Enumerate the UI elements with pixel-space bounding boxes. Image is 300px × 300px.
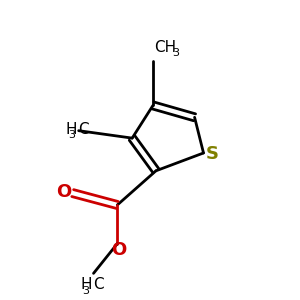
Text: C: C xyxy=(78,122,88,137)
Text: S: S xyxy=(206,146,219,164)
Text: 3: 3 xyxy=(68,130,75,140)
Text: 3: 3 xyxy=(172,48,179,58)
Text: CH: CH xyxy=(154,40,177,55)
Text: O: O xyxy=(56,183,71,201)
Text: O: O xyxy=(111,241,126,259)
Text: H: H xyxy=(80,277,92,292)
Text: H: H xyxy=(66,122,77,137)
Text: C: C xyxy=(93,277,103,292)
Text: 3: 3 xyxy=(83,286,90,296)
